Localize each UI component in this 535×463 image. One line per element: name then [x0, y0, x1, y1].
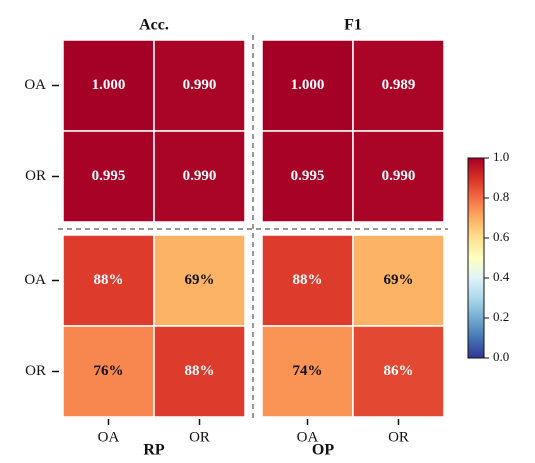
heatmap-cell — [261, 130, 354, 223]
cell-label: 0.995 — [92, 168, 126, 184]
colorbar-tick-label: 0.0 — [493, 349, 509, 364]
row-label: OA — [24, 272, 46, 288]
heatmap-cell — [352, 39, 445, 132]
colorbar — [467, 157, 485, 359]
heatmap-cell — [62, 234, 155, 327]
cell-label: 86% — [384, 363, 414, 379]
group-title: F1 — [344, 17, 362, 34]
cell-label: 1.000 — [92, 77, 126, 93]
heatmap-cell — [352, 130, 445, 223]
cell-label: 0.989 — [382, 77, 416, 93]
heatmap-cell — [261, 325, 354, 418]
cell-label: 0.990 — [183, 77, 217, 93]
heatmap-cell — [261, 234, 354, 327]
cell-label: 0.990 — [382, 168, 416, 184]
cell-label: 1.000 — [291, 77, 325, 93]
group-title: Acc. — [139, 17, 169, 34]
heatmap-cell — [153, 234, 246, 327]
colorbar-tick-label: 0.8 — [493, 189, 509, 204]
group-title: OP — [312, 442, 334, 459]
column-label: OR — [388, 429, 409, 445]
column-label: OA — [297, 429, 319, 445]
cell-label: 0.990 — [183, 168, 217, 184]
cell-label: 88% — [94, 272, 124, 288]
heatmap-cell — [352, 234, 445, 327]
cell-label: 69% — [384, 272, 414, 288]
group-title: RP — [143, 442, 165, 459]
row-label: OR — [25, 363, 46, 379]
heatmap-cell — [153, 325, 246, 418]
row-label: OA — [24, 77, 46, 93]
heatmap-cell — [352, 325, 445, 418]
cell-label: 0.995 — [291, 168, 325, 184]
colorbar-tick-label: 0.6 — [493, 229, 510, 244]
heatmap-cell — [62, 325, 155, 418]
heatmap-cell — [62, 130, 155, 223]
colorbar-tick-label: 0.4 — [493, 269, 510, 284]
cell-label: 69% — [185, 272, 215, 288]
cell-label: 74% — [293, 363, 323, 379]
row-label: OR — [25, 168, 46, 184]
heatmap-cell — [153, 39, 246, 132]
heatmap-cell — [153, 130, 246, 223]
colorbar-tick-label: 0.2 — [493, 309, 509, 324]
column-label: OA — [98, 429, 120, 445]
cell-label: 88% — [185, 363, 215, 379]
cell-label: 76% — [94, 363, 124, 379]
cell-label: 88% — [293, 272, 323, 288]
column-label: OR — [189, 429, 210, 445]
colorbar-tick-label: 1.0 — [493, 149, 509, 164]
